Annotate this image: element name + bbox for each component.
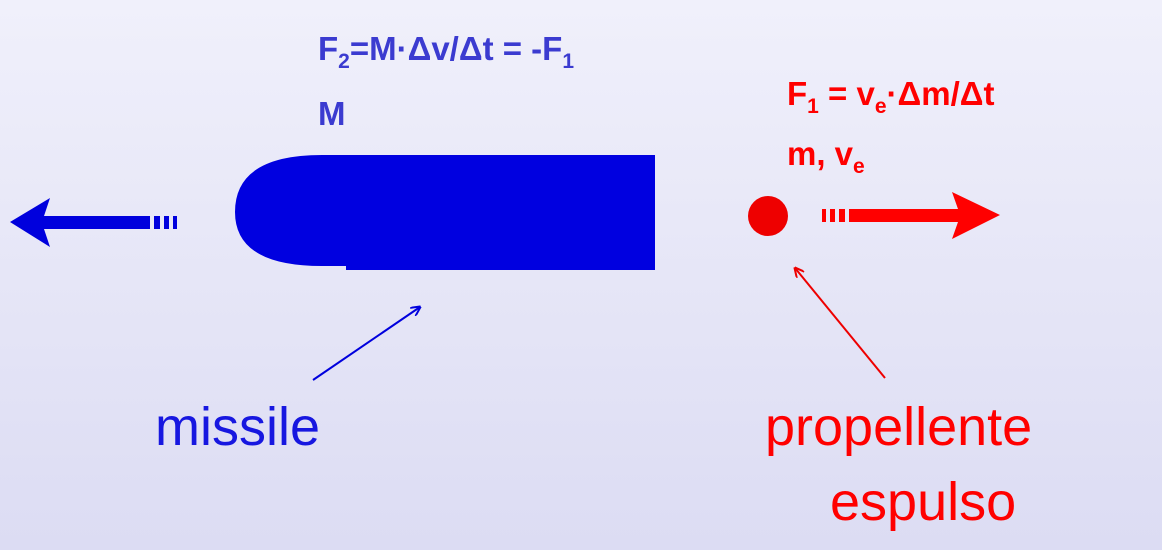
subscript: e: [853, 155, 865, 178]
formula-text: ·Δm/Δt: [887, 75, 995, 112]
subscript: 2: [338, 50, 350, 73]
formula-text: m, v: [787, 135, 854, 172]
propellant-formula: F1 = ve·Δm/Δt: [787, 75, 994, 118]
propellant-label: propellente: [765, 397, 1032, 457]
formula-text: F: [318, 30, 338, 67]
formula-text: = v: [819, 75, 876, 112]
subscript: e: [875, 95, 887, 118]
missile-body: [235, 155, 655, 270]
propellant-particle: [748, 196, 788, 236]
subscript: 1: [807, 95, 819, 118]
missile-label: missile: [155, 397, 320, 457]
page: F2=M·Δv/Δt = -F1 M F1 = ve·Δm/Δt m, ve m…: [0, 0, 1162, 550]
missile-mass: M: [318, 95, 346, 132]
formula-text: =M·Δv/Δt = -F: [350, 30, 562, 67]
formula-text: F: [787, 75, 807, 112]
diagram: F2=M·Δv/Δt = -F1 M F1 = ve·Δm/Δt m, ve m…: [0, 0, 1162, 550]
missile-formula: F2=M·Δv/Δt = -F1: [318, 30, 574, 73]
propellant-label: espulso: [830, 472, 1016, 532]
subscript: 1: [562, 50, 574, 73]
